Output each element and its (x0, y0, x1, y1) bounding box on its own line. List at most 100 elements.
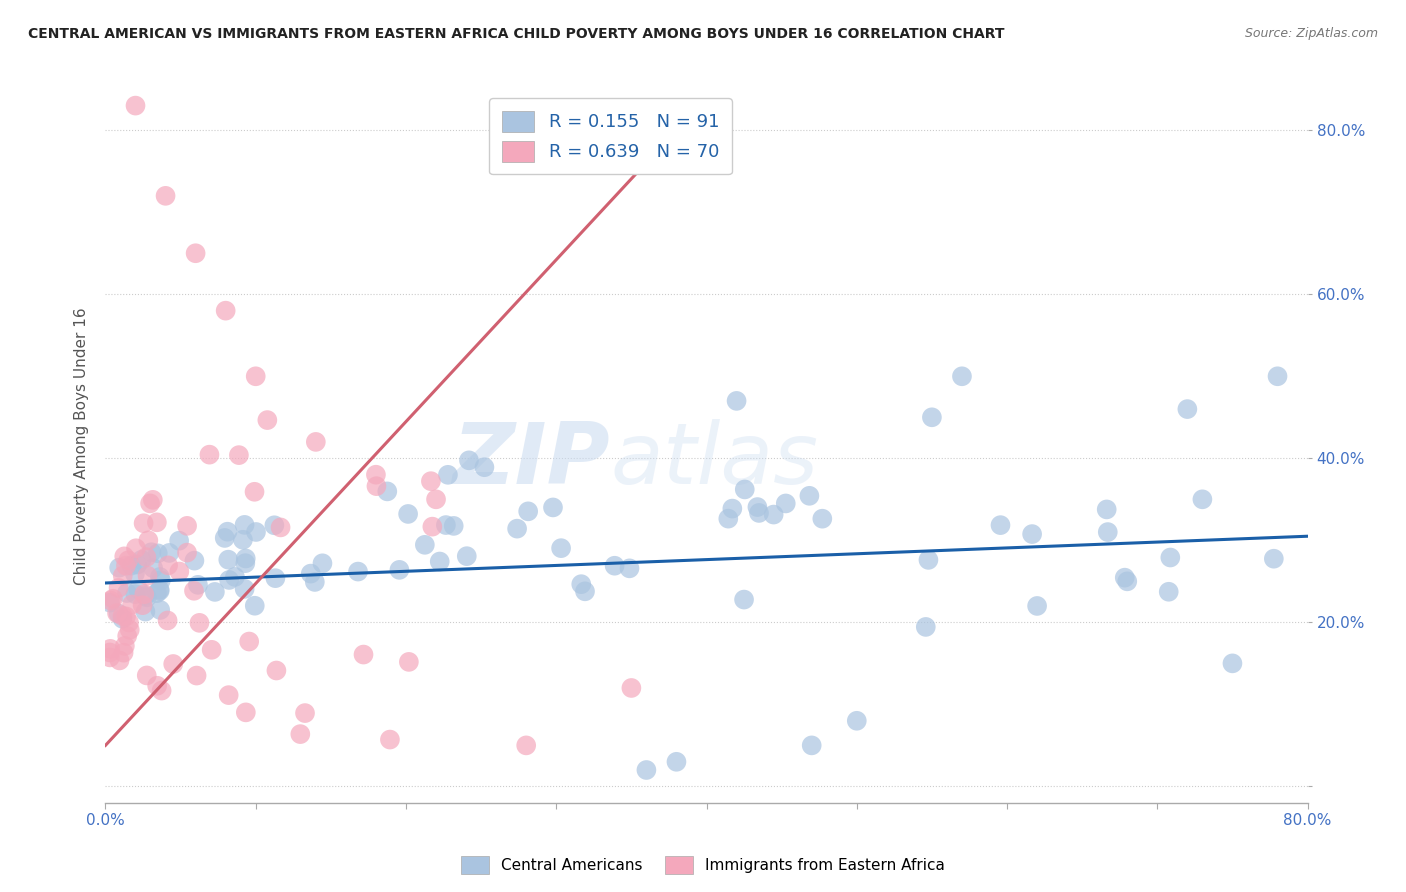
Point (107, 607, 129, 621)
Point (121, 598, 143, 612)
Point (1095, 502, 1118, 516)
Point (256, 413, 278, 427)
Point (169, 565, 191, 579)
Point (733, 592, 755, 607)
Point (125, 541, 148, 556)
Point (157, 558, 180, 573)
Point (914, 620, 936, 634)
Point (98, 645, 121, 659)
Point (124, 566, 146, 581)
Point (98, 650, 121, 665)
Point (1021, 527, 1043, 541)
Point (176, 545, 198, 559)
Point (146, 586, 169, 600)
Point (569, 577, 592, 591)
Point (1026, 599, 1049, 613)
Text: CENTRAL AMERICAN VS IMMIGRANTS FROM EASTERN AFRICA CHILD POVERTY AMONG BOYS UNDE: CENTRAL AMERICAN VS IMMIGRANTS FROM EAST… (28, 27, 1005, 41)
Point (517, 504, 540, 518)
Point (243, 484, 266, 499)
Point (184, 246, 207, 260)
Point (550, 541, 572, 556)
Point (347, 565, 370, 579)
Point (98, 596, 121, 610)
Point (155, 189, 177, 203)
Point (156, 614, 179, 628)
Point (204, 585, 226, 599)
Point (721, 501, 744, 516)
Legend: Central Americans, Immigrants from Eastern Africa: Central Americans, Immigrants from Easte… (456, 850, 950, 880)
Point (148, 582, 170, 597)
Point (725, 393, 748, 408)
Point (235, 706, 257, 720)
Point (176, 519, 198, 533)
Point (112, 646, 135, 660)
Point (799, 489, 821, 503)
Point (270, 520, 292, 534)
Point (1263, 551, 1285, 566)
Point (264, 571, 287, 585)
Point (98, 641, 121, 656)
Point (266, 664, 288, 678)
Point (142, 561, 165, 575)
Point (619, 561, 641, 575)
Point (124, 98, 146, 112)
Point (245, 524, 267, 539)
Point (124, 587, 146, 601)
Point (233, 517, 256, 532)
Point (366, 479, 388, 493)
Point (120, 558, 142, 573)
Point (131, 598, 153, 612)
Point (747, 500, 769, 514)
Point (228, 448, 250, 462)
Point (100, 593, 122, 607)
Point (127, 582, 149, 597)
Text: atlas: atlas (610, 418, 818, 502)
Point (636, 763, 658, 777)
Point (112, 549, 135, 564)
Point (299, 566, 322, 581)
Point (162, 657, 184, 671)
Point (136, 568, 159, 582)
Point (990, 518, 1012, 533)
Point (142, 492, 165, 507)
Point (950, 369, 973, 384)
Point (134, 587, 156, 601)
Point (437, 467, 460, 482)
Point (135, 550, 157, 565)
Point (141, 545, 163, 559)
Point (157, 546, 180, 560)
Point (238, 634, 260, 648)
Point (1114, 571, 1136, 585)
Point (201, 642, 224, 657)
Point (146, 546, 169, 560)
Point (304, 574, 326, 589)
Point (150, 683, 173, 698)
Point (214, 303, 236, 318)
Point (665, 755, 688, 769)
Point (506, 522, 529, 536)
Point (214, 531, 236, 545)
Point (111, 612, 134, 626)
Point (917, 553, 939, 567)
Point (1222, 657, 1244, 671)
Point (118, 623, 141, 637)
Point (811, 511, 834, 525)
Point (425, 492, 447, 507)
Point (217, 552, 239, 566)
Point (101, 591, 124, 606)
Point (198, 448, 221, 462)
Point (115, 586, 138, 600)
Point (149, 583, 172, 598)
Point (1175, 402, 1198, 417)
Point (183, 583, 205, 598)
Point (434, 518, 457, 533)
Point (115, 558, 138, 573)
Point (541, 500, 564, 515)
Point (243, 599, 266, 613)
Text: Source: ZipAtlas.com: Source: ZipAtlas.com (1244, 27, 1378, 40)
Point (775, 496, 797, 510)
Point (134, 605, 156, 619)
Point (845, 714, 868, 728)
Point (413, 538, 436, 552)
Point (245, 369, 267, 384)
